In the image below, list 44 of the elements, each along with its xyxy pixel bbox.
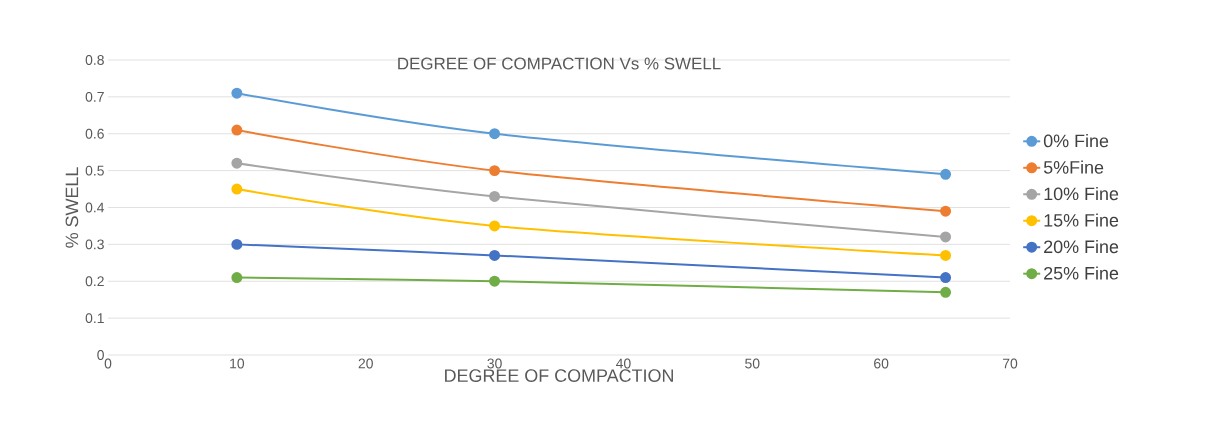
x-tick-label: 30 (487, 358, 502, 369)
legend-label: 15% Fine (1044, 213, 1119, 227)
y-tick-label: 0.6 (85, 128, 104, 139)
point (940, 205, 952, 217)
point (489, 190, 501, 202)
y-tick-label: 0.7 (85, 91, 104, 102)
point (489, 275, 501, 287)
y-tick-label: 0.4 (85, 202, 105, 213)
point (489, 128, 501, 140)
point (231, 124, 243, 136)
legend-label: 10% Fine (1044, 187, 1119, 201)
point (231, 183, 243, 195)
legend-label: 5%Fine (1043, 160, 1104, 174)
y-tick-label: 0 (97, 350, 104, 360)
point (940, 249, 952, 261)
point (940, 286, 952, 298)
legend-label: 20% Fine (1044, 239, 1119, 254)
point (940, 231, 952, 243)
point (940, 272, 952, 284)
point (231, 157, 243, 169)
x-tick-label: 60 (874, 358, 889, 369)
x-tick-label: 0 (104, 358, 112, 369)
point (231, 87, 243, 99)
y-tick-label: 0.1 (85, 313, 104, 324)
y-axis-title: % SWELL (65, 167, 79, 248)
y-tick-label: 0.3 (85, 239, 104, 250)
x-tick-label: 50 (745, 358, 760, 369)
x-axis-title: DEGREE OF COMPACTION (445, 369, 673, 382)
point (489, 165, 501, 177)
point (489, 249, 501, 261)
x-tick-label: 70 (1002, 358, 1018, 369)
y-tick-label: 0.8 (85, 55, 104, 65)
point (940, 168, 952, 180)
legend-label: 0% Fine (1043, 134, 1109, 148)
x-tick-label: 10 (230, 358, 245, 369)
point (489, 220, 501, 232)
point (231, 238, 243, 250)
chart-title: DEGREE OF COMPACTION Vs % SWELL (398, 57, 721, 70)
x-tick-label: 40 (615, 358, 631, 369)
x-tick-label: 20 (358, 358, 373, 369)
point (231, 272, 243, 284)
y-tick-label: 0.2 (85, 276, 104, 287)
legend-label: 25% Fine (1044, 266, 1119, 280)
y-tick-label: 0.5 (85, 165, 104, 176)
